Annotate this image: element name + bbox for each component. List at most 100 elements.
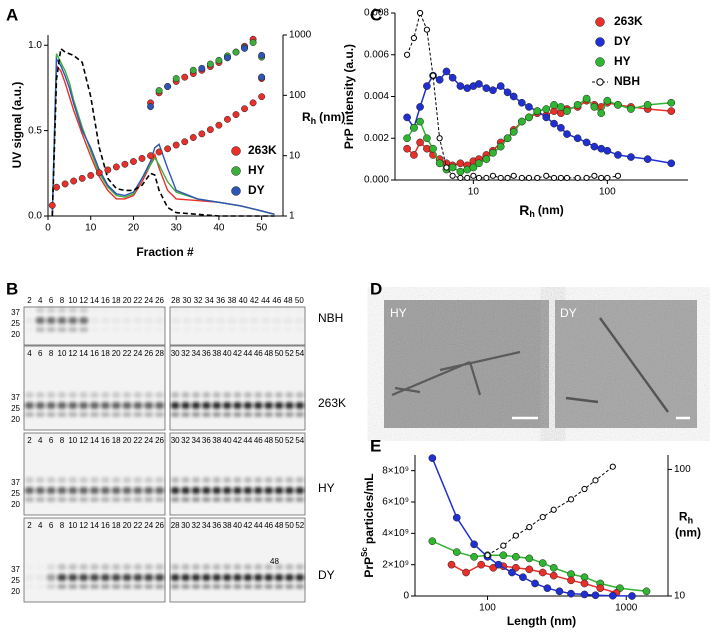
rh-point [206, 126, 214, 134]
data-point [525, 554, 534, 563]
data-point [483, 174, 490, 182]
band [215, 317, 226, 324]
band [243, 487, 253, 494]
band [155, 574, 165, 581]
rh-point [78, 174, 86, 182]
band-smear [216, 307, 225, 313]
band-lower [191, 497, 201, 502]
band-lower [155, 327, 164, 332]
band [35, 317, 45, 324]
y-tick-label: 0.008 [364, 8, 389, 19]
data-point [590, 103, 599, 111]
band-smear [191, 392, 201, 398]
band-lower [57, 584, 67, 589]
band-lower [111, 497, 121, 502]
y-tick-label: 4×10⁹ [382, 528, 409, 539]
legend-marker [595, 17, 605, 27]
data-point [550, 506, 557, 513]
band-lower [123, 327, 132, 332]
data-point [609, 463, 616, 470]
panel-label: A [6, 5, 18, 24]
lane-label: 42 [233, 349, 242, 358]
band [238, 317, 248, 324]
lane-label: 42 [243, 521, 252, 530]
y2-axis-label-part: h [688, 516, 694, 526]
data-point [428, 454, 437, 462]
band [285, 487, 294, 494]
x-tick-label: 1000 [615, 603, 638, 614]
rh-point [130, 158, 137, 165]
data-point [489, 172, 497, 179]
band-lower [101, 327, 110, 332]
series-line [431, 540, 647, 593]
band [285, 574, 294, 581]
band [133, 574, 143, 581]
band-lower [202, 584, 211, 589]
lane-label: 16 [101, 521, 110, 530]
legend-label: NBH [614, 74, 640, 88]
band-lower [222, 497, 232, 502]
band-lower [295, 412, 304, 417]
lane-label: 40 [239, 296, 248, 305]
lane-label: 24 [133, 349, 142, 358]
y-axis-label: PrP intensity (a.u.) [342, 44, 356, 149]
data-point [403, 144, 411, 153]
band [24, 317, 34, 324]
data-point [503, 88, 512, 97]
lane-label: 4 [27, 349, 32, 358]
band-smear [181, 477, 190, 483]
rh-point [232, 111, 240, 119]
band-lower [35, 497, 45, 502]
band [274, 487, 284, 494]
band-lower [233, 497, 242, 502]
band [155, 487, 165, 494]
band-smear [57, 307, 67, 313]
band [233, 487, 242, 494]
data-point [563, 130, 571, 138]
legend-label: HY [248, 163, 265, 177]
band-lower [25, 412, 34, 417]
x-tick-label: 10 [85, 223, 97, 234]
band-smear [295, 477, 304, 483]
data-point [542, 105, 551, 113]
legend-marker [595, 57, 605, 67]
band [35, 487, 45, 494]
band-smear [90, 392, 99, 398]
band-smear [243, 477, 253, 483]
lane-label: 30 [171, 349, 180, 358]
lane-label: 26 [155, 521, 164, 530]
band-smear [144, 307, 153, 313]
lane-label: 50 [275, 349, 284, 358]
band [122, 574, 132, 581]
band [100, 487, 110, 494]
lane-label: 8 [60, 296, 65, 305]
x-tick-label: 100 [479, 603, 496, 614]
lane-label: 48 [264, 436, 273, 445]
band [79, 574, 89, 581]
band-lower [155, 497, 164, 502]
lane-label: 22 [133, 296, 142, 305]
data-point [443, 164, 450, 171]
y-tick-label: 2×10⁹ [382, 559, 409, 570]
band-smear [133, 564, 143, 570]
data-point [557, 174, 564, 182]
data-point [456, 167, 465, 176]
band-smear [101, 307, 110, 313]
band [233, 574, 242, 581]
data-point [500, 542, 507, 549]
band [264, 402, 274, 409]
band-smear [57, 392, 67, 398]
band [191, 574, 201, 581]
lane-label: 50 [295, 296, 304, 305]
data-point [464, 174, 471, 182]
rh-point [189, 66, 197, 74]
band [57, 487, 67, 494]
y2-axis-label: Rh [679, 510, 693, 526]
band-smear [254, 477, 263, 483]
legend-label: DY [248, 183, 265, 197]
band-lower [222, 412, 232, 417]
rh-point [241, 105, 248, 113]
band-lower [181, 412, 190, 417]
band [155, 317, 165, 324]
lane-label: 14 [90, 436, 99, 445]
